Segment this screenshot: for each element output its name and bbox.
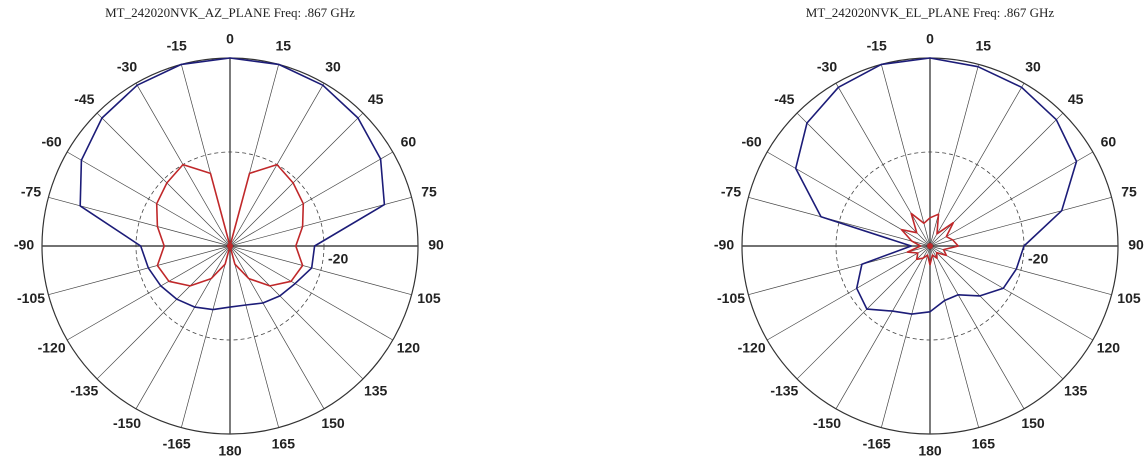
angle-label: -105 [717,290,745,306]
center-dot [927,243,933,249]
ring-label: -20 [328,251,348,267]
angle-label: -90 [14,237,34,253]
angle-label: -60 [41,134,61,150]
chart-title: MT_242020NVK_EL_PLANE Freq: .867 GHz [806,5,1055,20]
angle-label: 45 [1068,91,1084,107]
angle-label: 105 [1117,290,1141,306]
angle-label: 180 [918,443,942,459]
angle-label: 75 [1121,183,1137,199]
pattern-curve [794,57,1078,315]
spoke [229,197,412,247]
angle-label: 165 [972,436,996,452]
ring-label: -20 [1028,251,1048,267]
angle-label: 180 [218,443,242,459]
angle-label: -15 [867,38,887,54]
angle-label: -30 [117,58,137,74]
angle-label: -150 [813,415,841,431]
center-dot [227,243,233,249]
angle-label: -75 [21,183,41,199]
angle-label: 30 [1025,58,1041,74]
angle-label: -30 [817,58,837,74]
angle-label: 150 [1021,415,1045,431]
angle-label: -75 [721,183,741,199]
angle-label: -165 [163,436,191,452]
spoke [748,197,931,247]
angle-label: -90 [714,237,734,253]
angle-label: 75 [421,183,437,199]
angle-label: -135 [770,382,798,398]
spoke [181,245,231,428]
spoke [748,245,931,295]
spoke [796,245,931,380]
angle-label: 45 [368,91,384,107]
angle-label: -165 [863,436,891,452]
angle-label: 15 [976,38,992,54]
angle-label: -120 [38,340,66,356]
pattern-curve [79,57,386,311]
angle-label: 120 [397,340,421,356]
ring [135,151,325,341]
spoke [229,112,364,247]
angle-label: 150 [321,415,345,431]
spoke [796,112,931,247]
spoke [96,245,231,380]
angle-label: 0 [226,31,234,47]
angle-label: -45 [74,91,94,107]
angle-label: 60 [401,134,417,150]
pattern-curve [900,212,959,266]
angle-label: 0 [926,31,934,47]
angle-label: 135 [1064,382,1088,398]
spoke [929,197,1112,247]
angle-label: 60 [1101,134,1117,150]
angle-label: 15 [276,38,292,54]
spoke [929,112,1064,247]
angle-label: -150 [113,415,141,431]
spoke [48,245,231,295]
angle-label: 165 [272,436,296,452]
angle-label: 105 [417,290,441,306]
angle-label: 135 [364,382,388,398]
angle-label: -45 [774,91,794,107]
spoke [96,112,231,247]
chart-title: MT_242020NVK_AZ_PLANE Freq: .867 GHz [105,5,355,20]
angle-label: 120 [1097,340,1121,356]
angle-label: 30 [325,58,341,74]
spoke [48,197,231,247]
angle-label: -105 [17,290,45,306]
spoke [929,64,979,247]
spoke [881,64,931,247]
spoke [881,245,931,428]
angle-label: -15 [167,38,187,54]
angle-label: -60 [741,134,761,150]
angle-label: -120 [738,340,766,356]
angle-label: 90 [428,237,444,253]
angle-label: -135 [70,382,98,398]
angle-label: 90 [1128,237,1144,253]
